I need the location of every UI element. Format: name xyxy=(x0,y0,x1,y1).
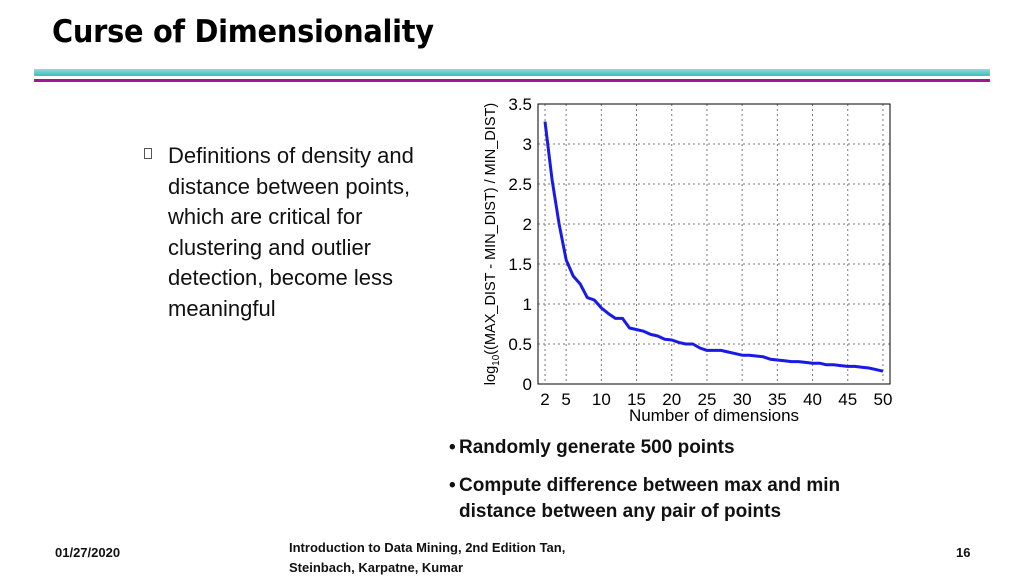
main-bullet-text: Definitions of density and distance betw… xyxy=(168,143,414,321)
y-tick-label: 3 xyxy=(523,135,532,154)
sub-bullet-list: • Randomly generate 500 points • Compute d… xyxy=(449,435,889,537)
y-tick-label: 2 xyxy=(523,215,532,234)
x-tick-label: 10 xyxy=(592,390,611,409)
x-tick-label: 50 xyxy=(873,390,892,409)
footer-date: 01/27/2020 xyxy=(55,545,121,560)
y-axis-label-rest: ((MAX_DIST - MIN_DIST) / MIN_DIST) xyxy=(483,103,499,355)
bullet-marker-icon xyxy=(144,148,152,159)
y-axis-label: log10((MAX_DIST - MIN_DIST) / MIN_DIST) xyxy=(483,103,502,385)
y-tick-label: 2.5 xyxy=(508,175,532,194)
y-tick-label: 1 xyxy=(523,295,532,314)
sub-bullet-text: Randomly generate 500 points xyxy=(459,437,735,458)
x-tick-label: 35 xyxy=(768,390,787,409)
series-layer xyxy=(543,121,884,373)
x-tick-label: 15 xyxy=(627,390,646,409)
y-axis-label-sub: 10 xyxy=(491,354,502,366)
x-tick-label: 25 xyxy=(697,390,716,409)
slide-title: Curse of Dimensionality xyxy=(52,14,434,50)
y-tick-label: 0.5 xyxy=(508,335,532,354)
dimensionality-chart: 2 5 10 15 20 25 30 35 40 45 50 0 0.5 1 1.5 2 2.5 3 3.5 Num… xyxy=(478,88,898,435)
x-tick-label: 45 xyxy=(838,390,857,409)
x-tick-label: 5 xyxy=(561,390,570,409)
main-bullet: Definitions of density and distance betw… xyxy=(144,141,454,324)
y-tick-label: 3.5 xyxy=(508,95,532,114)
footer-citation: Introduction to Data Mining, 2nd Edition… xyxy=(289,540,566,575)
plot-frame xyxy=(537,103,891,385)
y-tick-label: 1.5 xyxy=(508,255,532,274)
sub-bullet-text: Compute difference between max and min d… xyxy=(459,475,841,522)
grid-layer xyxy=(538,104,890,384)
series-line xyxy=(543,121,884,373)
x-tick-label: 30 xyxy=(733,390,752,409)
x-tick-label: 20 xyxy=(662,390,681,409)
sub-bullet-item: • Randomly generate 500 points xyxy=(449,435,889,461)
y-axis-label-prefix: log xyxy=(483,366,499,385)
x-tick-label: 40 xyxy=(803,390,822,409)
bullet-dot-icon: • xyxy=(449,437,456,458)
x-axis-label: Number of dimensions xyxy=(629,406,799,425)
page-number: 16 xyxy=(956,545,971,560)
sub-bullet-item: • Compute difference between max and min … xyxy=(449,473,889,525)
x-tick-label: 2 xyxy=(540,390,549,409)
title-rule-teal xyxy=(34,69,990,76)
bullet-dot-icon: • xyxy=(449,475,456,496)
y-tick-label: 0 xyxy=(523,375,532,394)
title-rule-purple xyxy=(34,79,990,82)
